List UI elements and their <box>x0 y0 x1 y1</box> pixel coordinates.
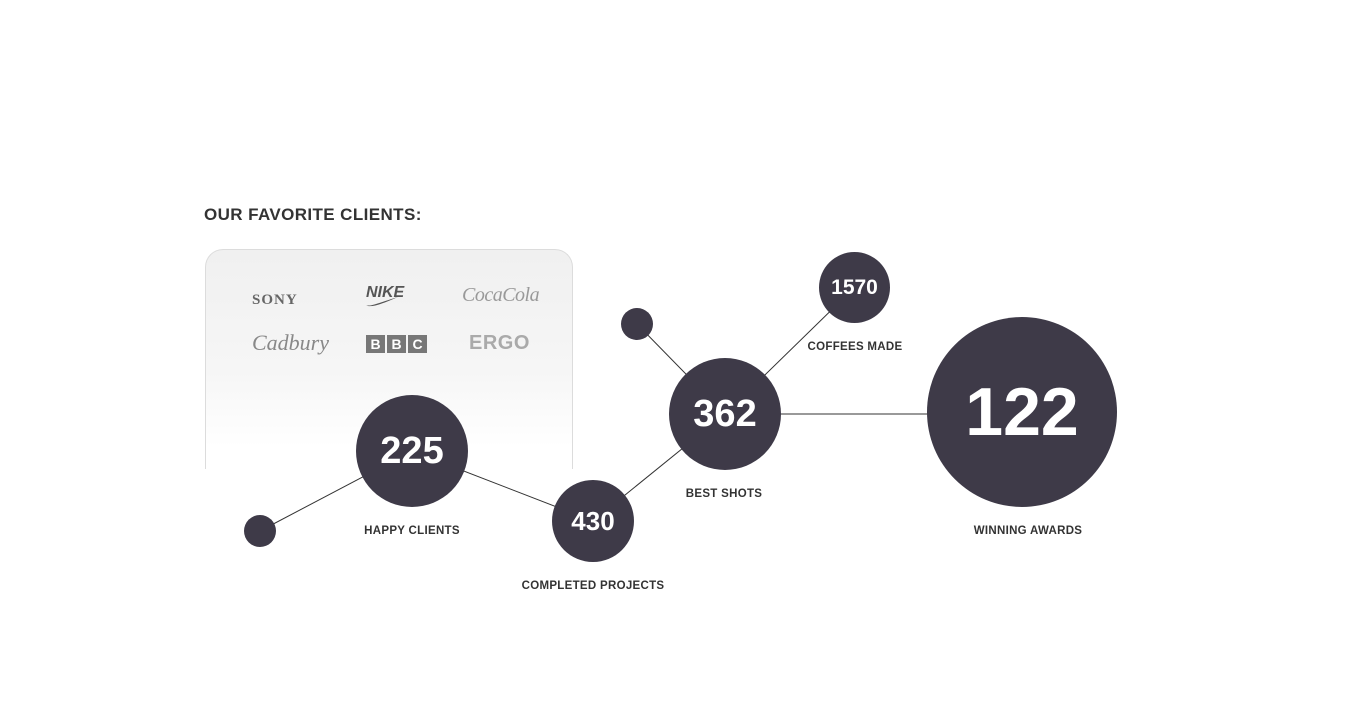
decorative-dot <box>621 308 653 340</box>
section-title: OUR FAVORITE CLIENTS: <box>204 205 422 224</box>
client-logo-ergo: ERGO <box>469 332 530 354</box>
stat-winning-awards-label: WINNING AWARDS <box>973 525 1083 537</box>
stat-winning-awards-value: 122 <box>927 317 1117 507</box>
stat-happy-clients-value: 225 <box>356 395 468 507</box>
client-logo-cocacola: CocaCola <box>462 284 540 306</box>
stat-completed-projects-label: COMPLETED PROJECTS <box>521 580 665 592</box>
client-logo-nike-text: NIKE <box>366 284 405 301</box>
stat-completed-projects-value: 430 <box>552 480 634 562</box>
stat-happy-clients-label: HAPPY CLIENTS <box>364 525 460 537</box>
stat-best-shots-value: 362 <box>669 358 781 470</box>
decorative-dot <box>244 515 276 547</box>
bbc-letter-1: B <box>366 335 385 353</box>
stat-coffees-made-value: 1570 <box>819 252 890 323</box>
stat-coffees-made-label: COFFEES MADE <box>807 341 903 353</box>
bbc-letter-2: B <box>387 335 406 353</box>
client-logo-cadbury: Cadbury <box>252 330 329 355</box>
client-logo-bbc: B B C <box>366 335 427 353</box>
client-logo-sony: SONY <box>252 292 298 308</box>
client-logo-nike: NIKE <box>366 284 405 307</box>
clients-logo-box: SONY NIKE CocaCola Cadbury B B C ERGO <box>205 249 573 469</box>
stat-best-shots-label: BEST SHOTS <box>685 488 763 500</box>
bbc-letter-3: C <box>408 335 427 353</box>
